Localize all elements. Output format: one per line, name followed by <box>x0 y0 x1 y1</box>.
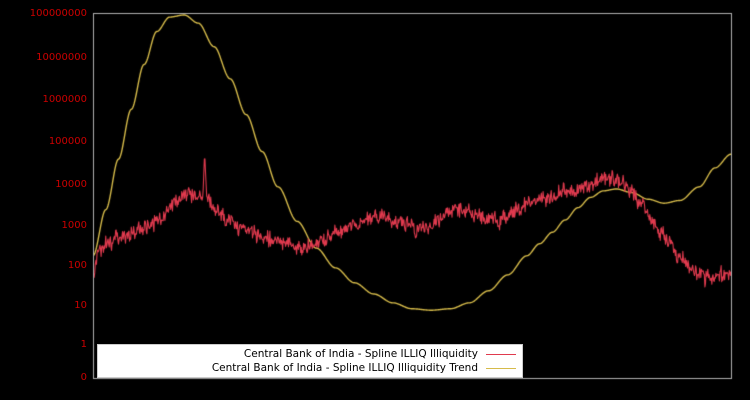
legend-label-illiquidity: Central Bank of India - Spline ILLIQ Ill… <box>243 348 478 360</box>
legend-swatch-illiquidity-trend <box>486 367 516 369</box>
chart-legend[interactable]: Central Bank of India - Spline ILLIQ Ill… <box>97 344 523 378</box>
legend-item-illiquidity[interactable]: Central Bank of India - Spline ILLIQ Ill… <box>104 347 516 361</box>
legend-item-illiquidity-trend[interactable]: Central Bank of India - Spline ILLIQ Ill… <box>104 361 516 375</box>
legend-swatch-illiquidity <box>486 353 516 355</box>
legend-label-illiquidity-trend: Central Bank of India - Spline ILLIQ Ill… <box>211 362 478 374</box>
